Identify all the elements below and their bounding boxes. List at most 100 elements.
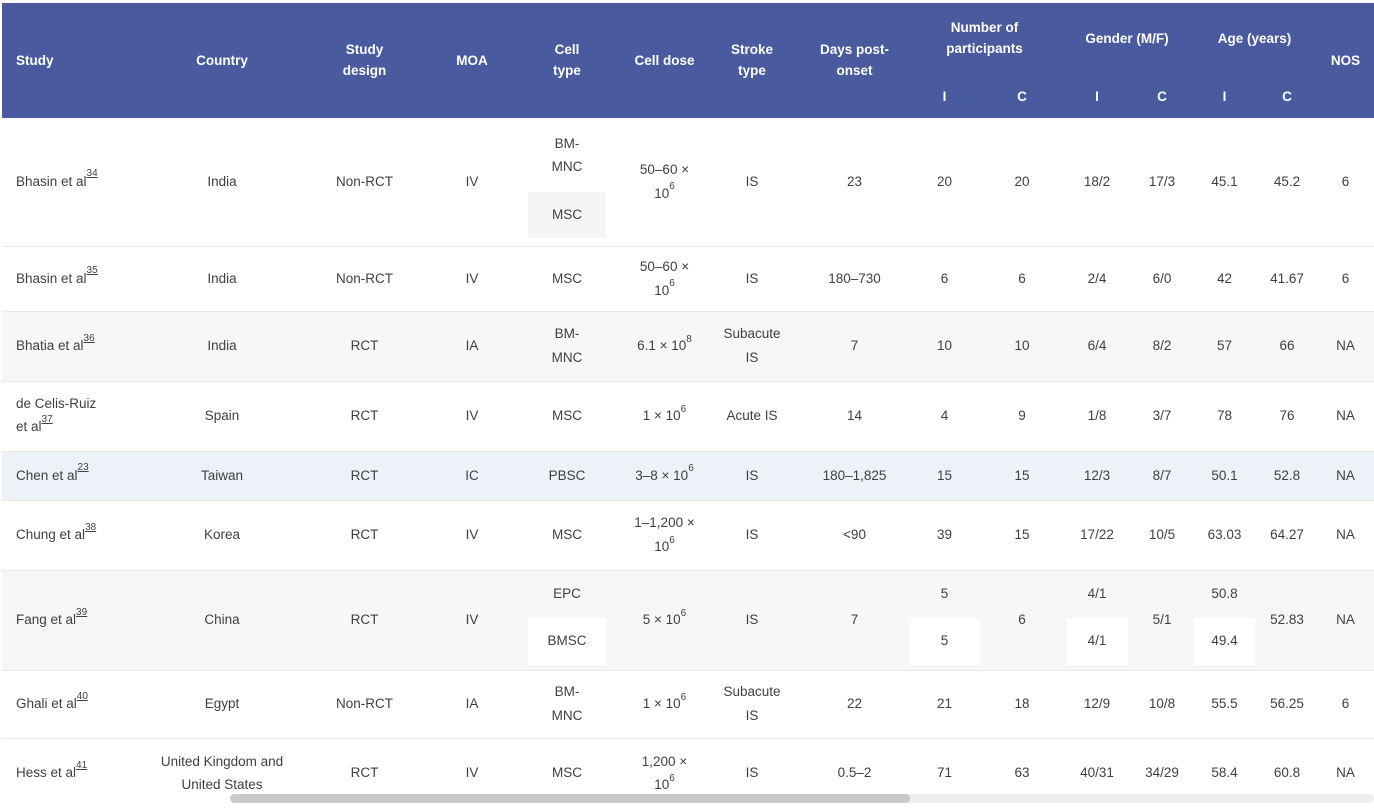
days-cell: 180–1,825 — [802, 450, 907, 500]
gender-i-cell: 6/4 — [1062, 310, 1132, 381]
participants-c-cell: 9 — [982, 380, 1062, 451]
gender-i-cell: 12/9 — [1062, 669, 1132, 738]
reference-link[interactable]: 35 — [86, 265, 98, 277]
age-c-cell: 76 — [1257, 380, 1318, 451]
reference-link[interactable]: 23 — [77, 462, 89, 474]
gender-c-cell: 5/1 — [1132, 569, 1192, 670]
cell-dose-cell: 6.1 × 108 — [627, 310, 702, 381]
reference-link[interactable]: 37 — [41, 413, 53, 425]
participants-i-cell: 5 5 — [907, 569, 982, 670]
age-c-cell: 66 — [1257, 310, 1318, 381]
subcolumn-participants-i: I — [907, 75, 982, 118]
nos-cell: 6 — [1317, 118, 1374, 246]
column-group-participants: Number of participants — [907, 3, 1062, 75]
country-cell: China — [152, 569, 292, 670]
column-header-study-design: Study design — [292, 3, 437, 118]
cell-dose-cell: 1 × 106 — [627, 380, 702, 451]
reference-link[interactable]: 40 — [76, 690, 88, 702]
days-cell: 22 — [802, 669, 907, 738]
reference-link[interactable]: 38 — [85, 521, 97, 533]
gender-i-sub-1: 4/1 — [1087, 586, 1107, 602]
gender-i-cell: 1/8 — [1062, 380, 1132, 451]
column-header-study: Study — [2, 3, 152, 118]
participants-i-cell: 6 — [907, 245, 982, 311]
country-cell: India — [152, 118, 292, 246]
study-cell: Chen et al23 — [2, 450, 152, 500]
cell-dose-cell: 50–60 × 106 — [627, 245, 702, 311]
cell-type-cell: MSC — [507, 245, 627, 311]
country-cell: Egypt — [152, 669, 292, 738]
table-body: Bhasin et al34 India Non-RCT IV BM-MNC M… — [2, 118, 1374, 808]
gender-i-cell: 18/2 — [1062, 118, 1132, 246]
moa-cell: IC — [437, 450, 507, 500]
reference-link[interactable]: 41 — [76, 759, 88, 771]
age-i-cell: 63.03 — [1192, 499, 1257, 570]
cell-type-cell: MSC — [507, 380, 627, 451]
participants-c-cell: 6 — [982, 569, 1062, 670]
study-cell: Fang et al39 — [2, 569, 152, 670]
gender-i-sub-2: 4/1 — [1066, 617, 1128, 665]
days-cell: 7 — [802, 310, 907, 381]
participants-c-cell: 20 — [982, 118, 1062, 246]
study-cell: de Celis-Ruiz et al37 — [2, 380, 152, 451]
reference-link[interactable]: 34 — [86, 168, 98, 180]
table-row: Bhatia et al36 India RCT IA BM-MNC 6.1 ×… — [2, 310, 1374, 381]
moa-cell: IV — [437, 245, 507, 311]
table-header: Study Country Study design MOA Cell type… — [2, 3, 1374, 118]
study-cell: Bhasin et al35 — [2, 245, 152, 311]
table-row: Chung et al38 Korea RCT IV MSC 1–1,200 ×… — [2, 499, 1374, 570]
cell-type-cell: BM-MNC — [507, 669, 627, 738]
design-cell: Non-RCT — [292, 669, 437, 738]
gender-i-cell: 12/3 — [1062, 450, 1132, 500]
age-i-sub-2: 49.4 — [1194, 617, 1255, 665]
study-cell: Hess et al41 — [2, 737, 152, 808]
cell-type-cell: BM-MNC — [507, 310, 627, 381]
design-cell: RCT — [292, 569, 437, 670]
design-cell: Non-RCT — [292, 245, 437, 311]
cell-dose-cell: 50–60 × 106 — [627, 118, 702, 246]
days-cell: <90 — [802, 499, 907, 570]
column-header-stroke-type: Stroke type — [702, 3, 802, 118]
column-header-days-post-onset: Days post-onset — [802, 3, 907, 118]
reference-link[interactable]: 39 — [76, 606, 88, 618]
design-cell: RCT — [292, 310, 437, 381]
days-cell: 14 — [802, 380, 907, 451]
cell-type-sub-2: MSC — [528, 192, 606, 239]
participants-i-cell: 21 — [907, 669, 982, 738]
moa-cell: IV — [437, 380, 507, 451]
country-cell: Taiwan — [152, 450, 292, 500]
cell-dose-cell: 1 × 106 — [627, 669, 702, 738]
gender-c-cell: 10/8 — [1132, 669, 1192, 738]
age-c-cell: 52.8 — [1257, 450, 1318, 500]
nos-cell: 6 — [1317, 669, 1374, 738]
age-i-cell: 50.1 — [1192, 450, 1257, 500]
cell-type-cell: MSC — [507, 499, 627, 570]
age-c-cell: 64.27 — [1257, 499, 1318, 570]
stroke-type-cell: Acute IS — [702, 380, 802, 451]
horizontal-scrollbar-thumb[interactable] — [230, 794, 910, 803]
stroke-type-cell: IS — [702, 118, 802, 246]
age-c-cell: 52.83 — [1257, 569, 1318, 670]
table-row: de Celis-Ruiz et al37 Spain RCT IV MSC 1… — [2, 380, 1374, 451]
gender-i-cell: 2/4 — [1062, 245, 1132, 311]
country-cell: Spain — [152, 380, 292, 451]
column-header-cell-dose: Cell dose — [627, 3, 702, 118]
age-i-cell: 57 — [1192, 310, 1257, 381]
moa-cell: IV — [437, 569, 507, 670]
moa-cell: IA — [437, 310, 507, 381]
column-group-gender: Gender (M/F) — [1062, 3, 1192, 75]
days-cell: 23 — [802, 118, 907, 246]
gender-c-cell: 8/7 — [1132, 450, 1192, 500]
nos-cell: NA — [1317, 450, 1374, 500]
age-i-cell: 42 — [1192, 245, 1257, 311]
study-cell: Chung et al38 — [2, 499, 152, 570]
subcolumn-gender-i: I — [1062, 75, 1132, 118]
column-group-age: Age (years) — [1192, 3, 1318, 75]
cell-dose-cell: 5 × 106 — [627, 569, 702, 670]
stroke-type-cell: IS — [702, 499, 802, 570]
reference-link[interactable]: 36 — [83, 332, 95, 344]
nos-cell: NA — [1317, 569, 1374, 670]
horizontal-scrollbar-track[interactable] — [230, 794, 1374, 803]
design-cell: RCT — [292, 450, 437, 500]
days-cell: 180–730 — [802, 245, 907, 311]
